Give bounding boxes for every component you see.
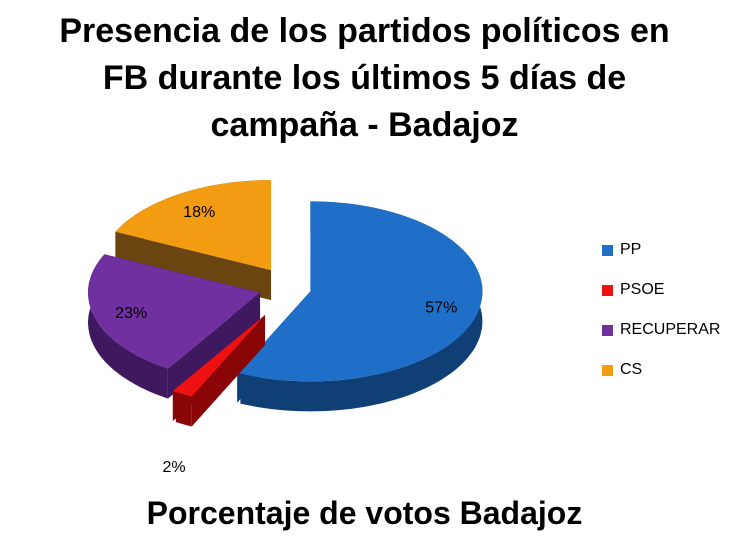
slice-group-psoe [172, 315, 265, 427]
data-label-cs: 18% [183, 204, 215, 221]
slice-group-recuperar [88, 254, 261, 399]
legend-item-cs: CS [602, 350, 720, 390]
chart-title-line-1: Presencia de los partidos políticos en [59, 12, 670, 50]
slice-group-pp [237, 201, 483, 412]
slice-wall-recuperar [88, 255, 168, 399]
legend-label-cs: CS [620, 361, 643, 378]
legend-item-psoe: PSOE [602, 270, 720, 310]
chart-title: Presencia de los partidos políticos en F… [20, 8, 709, 149]
data-label-pp: 57% [425, 300, 457, 317]
legend-swatch-cs [602, 364, 613, 376]
legend-swatch-pp [602, 244, 613, 256]
slice-side-cs-0 [115, 231, 272, 301]
legend-item-recuperar: RECUPERAR [602, 310, 720, 350]
slice-group-cs [115, 180, 272, 301]
data-label-recuperar: 23% [115, 305, 147, 322]
chart-footer: Porcentaje de votos Badajoz [146, 495, 583, 531]
legend-label-recuperar: RECUPERAR [620, 321, 721, 338]
legend-swatch-recuperar [602, 324, 613, 336]
slice-recuperar [88, 254, 261, 369]
slice-cs [115, 180, 272, 271]
slice-side-recuperar-0 [167, 292, 261, 399]
slice-wall-pp [240, 201, 483, 412]
slice-psoe [172, 315, 265, 397]
slice-pp [237, 201, 483, 382]
legend-swatch-psoe [602, 284, 613, 296]
legend-label-pp: PP [620, 241, 642, 258]
slice-side-psoe-1 [172, 315, 265, 422]
legend: PP PSOE RECUPERAR CS [602, 230, 720, 390]
chart-title-line-3: campaña - Badajoz [210, 106, 519, 144]
chart-title-line-2: FB durante los últimos 5 días de [102, 59, 627, 97]
legend-label-psoe: PSOE [620, 281, 665, 298]
data-label-psoe: 2% [163, 459, 186, 476]
legend-item-pp: PP [602, 230, 720, 270]
